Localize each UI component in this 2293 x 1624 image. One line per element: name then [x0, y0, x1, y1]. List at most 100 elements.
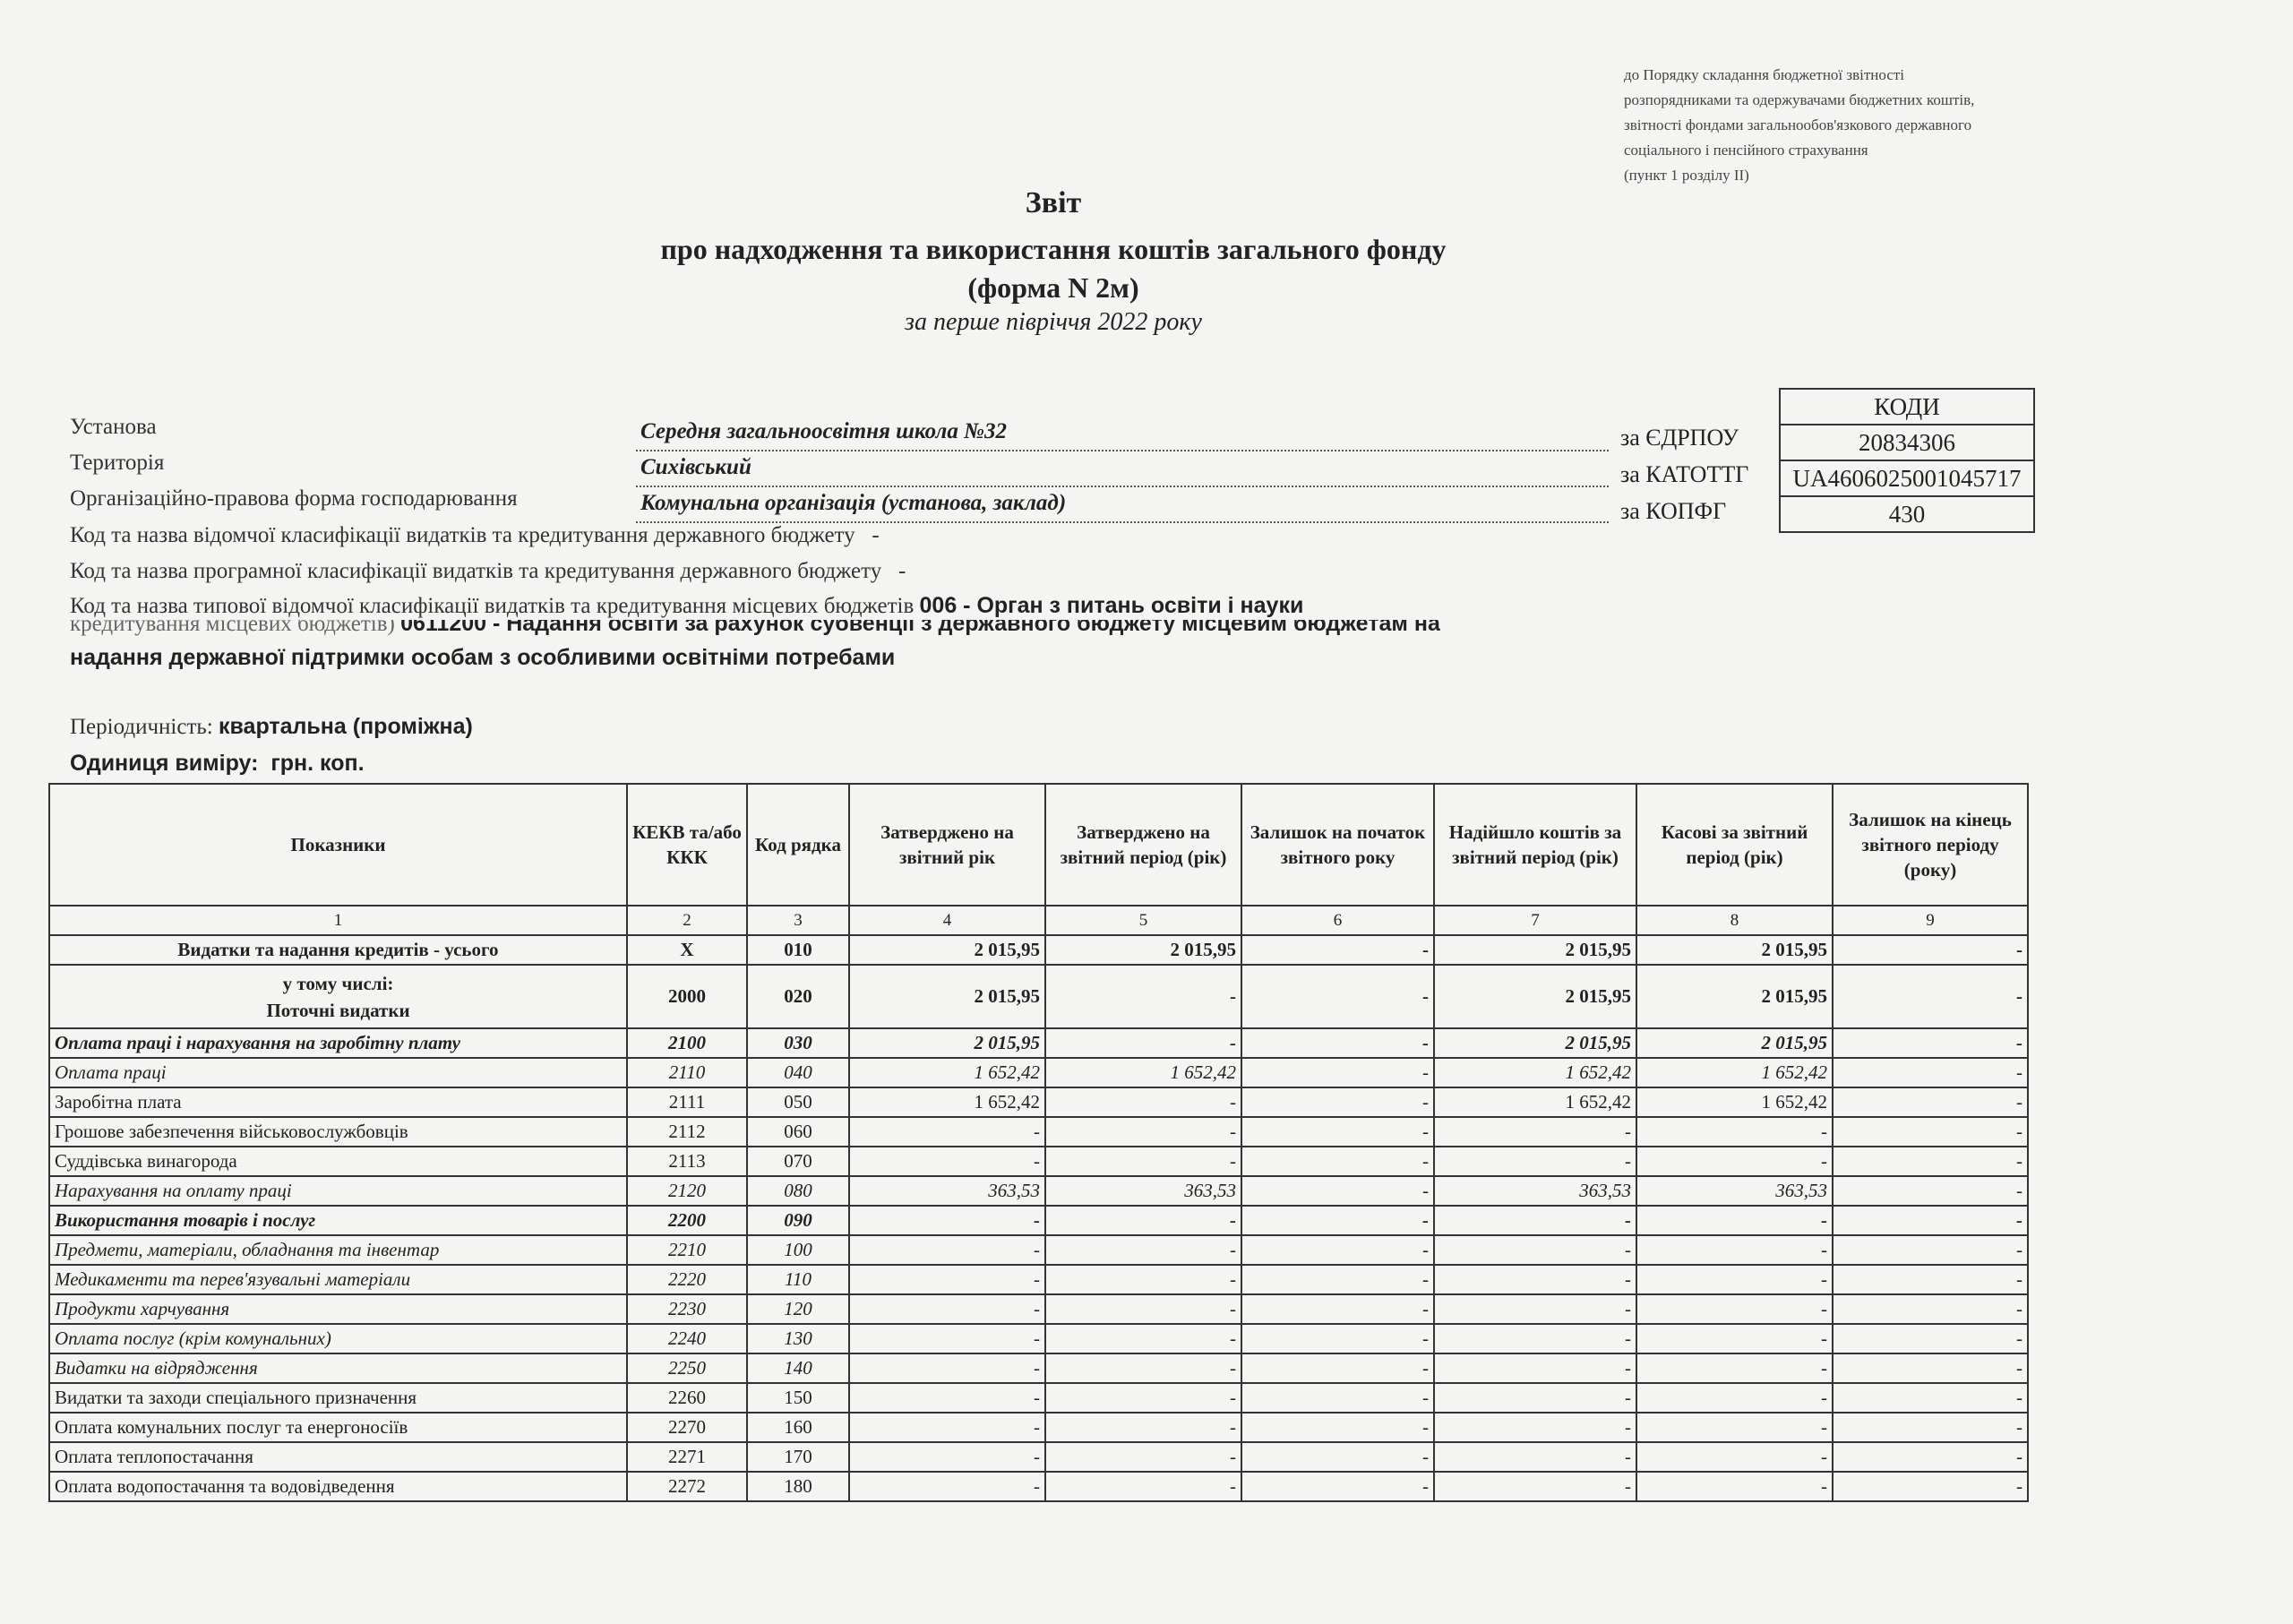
- institution-value: Середня загальноосвітня школа №32: [640, 419, 1007, 443]
- row-name: Нарахування на оплату праці: [48, 1175, 628, 1207]
- row-value: -: [848, 1205, 1046, 1236]
- column-header: Залишок на кінець звітного періоду (року…: [1832, 783, 2029, 907]
- row-value: -: [1433, 1353, 1637, 1384]
- table-row: Оплата теплопостачання 2271 170- - - - - -: [48, 1441, 2029, 1473]
- row-value: 2 015,95: [848, 964, 1046, 1029]
- row-value: -: [1832, 1057, 2029, 1088]
- row-value: 363,53: [1044, 1175, 1242, 1207]
- row-value: 1 652,42: [1636, 1057, 1834, 1088]
- row-kekv: X: [626, 934, 748, 966]
- row-name: Предмети, матеріали, обладнання та інвен…: [48, 1234, 628, 1266]
- note-line: звітності фондами загальнообов'язкового …: [1624, 116, 1972, 133]
- row-value: -: [1636, 1353, 1834, 1384]
- row-value: -: [1433, 1116, 1637, 1147]
- row-name: Видатки на відрядження: [48, 1353, 628, 1384]
- row-code: 100: [746, 1234, 850, 1266]
- note-line: соціального і пенсійного страхування: [1624, 142, 1868, 159]
- row-value: -: [1433, 1205, 1637, 1236]
- table-row: Видатки та надання кредитів - усього X 010…: [48, 934, 2029, 966]
- row-value: 2 015,95: [1636, 1027, 1834, 1059]
- table-row: Видатки та заходи спеціального призначен…: [48, 1382, 2029, 1413]
- column-header: КЕКВ та/або ККК: [626, 783, 748, 907]
- row-value: -: [1044, 1146, 1242, 1177]
- row-value: -: [1433, 1471, 1637, 1502]
- table-row: Продукти харчування 2230 120- - - - - -: [48, 1293, 2029, 1325]
- row-value: -: [1636, 1264, 1834, 1295]
- row-value: -: [848, 1382, 1046, 1413]
- row-kekv: 2112: [626, 1116, 748, 1147]
- row-value: -: [1636, 1116, 1834, 1147]
- row-value: -: [1636, 1205, 1834, 1236]
- row-value: -: [1241, 1175, 1435, 1207]
- row-value: -: [1832, 1293, 2029, 1325]
- column-number: 1: [48, 905, 628, 936]
- prog-class-text: Код та назва програмної класифікації вид…: [70, 559, 882, 583]
- row-name: Медикаменти та перев'язувальні матеріали: [48, 1264, 628, 1295]
- row-name-prefix: у тому числі:: [282, 972, 394, 994]
- row-code: 160: [746, 1412, 850, 1443]
- table-row: Суддівська винагорода 2113 070- - - - - -: [48, 1146, 2029, 1177]
- divider: [636, 485, 1609, 487]
- periodicity-label: Періодичність:: [70, 715, 213, 739]
- row-value: -: [1832, 1205, 2029, 1236]
- row-value: -: [1241, 1471, 1435, 1502]
- row-value: -: [1241, 1027, 1435, 1059]
- row-value: 1 652,42: [1636, 1087, 1834, 1118]
- row-value: -: [1241, 1323, 1435, 1354]
- column-number: 5: [1044, 905, 1242, 936]
- row-value: -: [1832, 1146, 2029, 1177]
- row-kekv: 2272: [626, 1471, 748, 1502]
- row-kekv: 2260: [626, 1382, 748, 1413]
- row-value: -: [1044, 1264, 1242, 1295]
- dept-class-value: -: [872, 523, 880, 547]
- row-value: -: [1241, 1353, 1435, 1384]
- column-header: Затверджено на звітний період (рік): [1044, 783, 1242, 907]
- table-row: Оплата комунальних послуг та енергоносії…: [48, 1412, 2029, 1443]
- column-number: 8: [1636, 905, 1834, 936]
- row-value: -: [1241, 1441, 1435, 1473]
- legal-form-value: Комунальна організація (установа, заклад…: [640, 491, 1067, 515]
- local-class-label: Код та назва типової відомчої класифікац…: [70, 593, 1303, 619]
- row-kekv: 2111: [626, 1087, 748, 1118]
- local-class-value: 006 - Орган з питань освіти і науки: [919, 593, 1304, 618]
- divider: [636, 521, 1609, 523]
- row-value: -: [1832, 1323, 2029, 1354]
- row-value: -: [1044, 1323, 1242, 1354]
- column-header: Затверджено на звітний рік: [848, 783, 1046, 907]
- local-prog-label: кредитування місцевих бюджетів) 0611200 …: [70, 620, 1440, 637]
- row-value: -: [1241, 1146, 1435, 1177]
- row-value: -: [1044, 1087, 1242, 1118]
- row-value: -: [848, 1146, 1046, 1177]
- code-katottg: UA4606025001045717: [1779, 460, 2035, 497]
- row-value: -: [1044, 1205, 1242, 1236]
- row-value: -: [848, 1353, 1046, 1384]
- row-kekv: 2200: [626, 1205, 748, 1236]
- row-name: Оплата водопостачання та водовідведення: [48, 1471, 628, 1502]
- row-value: -: [1636, 1146, 1834, 1177]
- row-kekv: 2000: [626, 964, 748, 1029]
- row-value: -: [1636, 1471, 1834, 1502]
- column-number: 3: [746, 905, 850, 936]
- row-name: Оплата праці і нарахування на заробітну …: [48, 1027, 628, 1059]
- table-row: Видатки на відрядження 2250 140- - - - - -: [48, 1353, 2029, 1384]
- row-value: -: [1044, 1441, 1242, 1473]
- report-period: за перше півріччя 2022 року: [905, 308, 1202, 336]
- row-code: 080: [746, 1175, 850, 1207]
- unit-value: грн. коп.: [271, 751, 365, 776]
- report-subtitle: про надходження та використання коштів з…: [660, 233, 1447, 265]
- row-value: -: [1241, 1205, 1435, 1236]
- table-row: Нарахування на оплату праці 2120 080 363,53…: [48, 1175, 2029, 1207]
- row-value: -: [1832, 1412, 2029, 1443]
- report-table: Показники КЕКВ та/або ККК Код рядка Затверд…: [48, 783, 2029, 1502]
- row-value: -: [1044, 1471, 1242, 1502]
- row-value: -: [1636, 1323, 1834, 1354]
- row-value: 1 652,42: [848, 1087, 1046, 1118]
- row-kekv: 2270: [626, 1412, 748, 1443]
- table-row: Використання товарів і послуг 2200 090- - - -…: [48, 1205, 2029, 1236]
- row-value: -: [1832, 1175, 2029, 1207]
- table-row: Оплата праці і нарахування на заробітну …: [48, 1027, 2029, 1059]
- row-code: 070: [746, 1146, 850, 1177]
- note-line: (пункт 1 розділу ІІ): [1624, 167, 1749, 184]
- row-name: Оплата праці: [48, 1057, 628, 1088]
